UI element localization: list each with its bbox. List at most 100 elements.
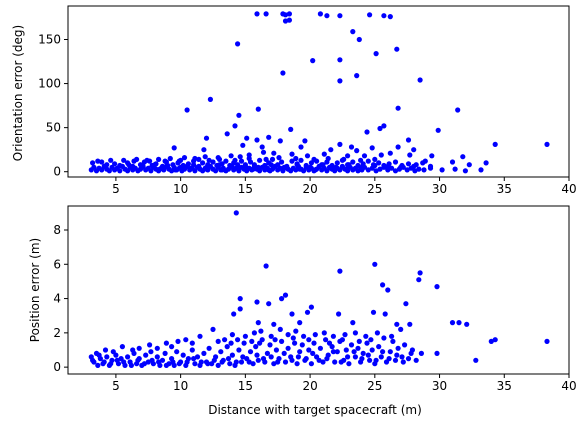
- position-error-data-point: [310, 350, 316, 356]
- orientation-error-x-tick-label: 20: [302, 182, 317, 196]
- orientation-error-data-point: [320, 162, 326, 168]
- orientation-error-data-point: [354, 148, 360, 154]
- orientation-error-data-point: [288, 126, 294, 132]
- position-error-data-point: [343, 347, 349, 353]
- orientation-error-data-point: [131, 158, 137, 164]
- position-error-data-point: [348, 342, 355, 348]
- position-error-data-point: [339, 337, 345, 343]
- position-error-data-point: [363, 333, 369, 339]
- orientation-error-x-tick-label: 40: [561, 182, 576, 196]
- position-error-data-point: [290, 335, 296, 341]
- orientation-error-data-point: [324, 13, 330, 19]
- position-error-data-point: [108, 361, 114, 367]
- position-error-y-tick-label: 8: [53, 223, 61, 237]
- position-error-data-point: [346, 361, 352, 367]
- orientation-error-data-point: [359, 164, 365, 170]
- position-error-data-point: [434, 350, 440, 356]
- orientation-error-data-point: [191, 162, 197, 168]
- orientation-error-data-point: [328, 165, 334, 171]
- position-error-data-point: [250, 361, 256, 367]
- position-error-data-point: [240, 354, 246, 360]
- orientation-error-data-point: [311, 156, 317, 162]
- orientation-error-data-point: [286, 17, 292, 23]
- position-error-data-point: [174, 349, 180, 355]
- orientation-error-data-point: [286, 11, 292, 17]
- orientation-error-data-point: [381, 123, 387, 129]
- position-error-data-point: [416, 277, 422, 283]
- position-error-y-tick-label: 2: [53, 326, 61, 340]
- position-error-data-point: [128, 362, 134, 368]
- orientation-error-data-point: [302, 138, 308, 144]
- position-error-data-point: [242, 333, 248, 339]
- position-error-data-point: [408, 350, 414, 356]
- orientation-error-x-tick-label: 30: [432, 182, 447, 196]
- orientation-error-data-point: [203, 135, 210, 141]
- orientation-error-data-point: [378, 152, 384, 158]
- orientation-error-data-point: [392, 168, 399, 174]
- orientation-error-data-point: [367, 12, 373, 18]
- position-error-data-point: [413, 357, 419, 363]
- position-error-data-point: [289, 311, 295, 317]
- position-error-data-point: [266, 301, 272, 307]
- orientation-error-data-point: [298, 157, 304, 163]
- position-error-x-tick-label: 20: [302, 379, 317, 393]
- position-error-data-point: [289, 357, 295, 363]
- position-error-data-point: [338, 359, 344, 365]
- orientation-error-x-ticks: 5 10 15 20 25 30 35 40: [112, 177, 576, 196]
- orientation-error-data-point: [282, 12, 289, 18]
- position-error-data-point: [372, 261, 378, 267]
- position-error-y-tick-label: 0: [53, 360, 61, 374]
- orientation-error-data-point: [544, 141, 550, 147]
- position-error-data-point: [389, 333, 395, 339]
- position-error-data-point: [394, 352, 400, 358]
- position-error-data-point: [113, 352, 119, 358]
- orientation-error-data-point: [421, 167, 427, 173]
- position-error-data-point: [394, 321, 400, 327]
- orientation-error-data-point: [387, 14, 393, 20]
- orientation-error-data-point: [345, 153, 351, 159]
- position-error-data-point: [297, 349, 303, 355]
- position-error-data-point: [219, 359, 225, 365]
- position-error-data-point: [281, 350, 287, 356]
- orientation-error-data-point: [346, 162, 352, 168]
- position-error-data-point: [334, 349, 340, 355]
- orientation-error-data-point: [202, 154, 208, 160]
- position-error-data-point: [156, 359, 162, 365]
- orientation-error-data-point: [289, 151, 295, 157]
- position-error-data-point: [382, 311, 388, 317]
- orientation-error-data-point: [372, 156, 378, 162]
- position-error-data-point: [175, 338, 181, 344]
- orientation-error-data-point: [224, 131, 230, 137]
- orientation-error-data-point: [377, 125, 383, 132]
- position-error-data-point: [163, 362, 169, 368]
- position-error-data-point: [279, 296, 285, 302]
- position-error-data-point: [282, 292, 289, 298]
- orientation-error-data-point: [325, 155, 331, 162]
- orientation-error-data-point: [321, 151, 327, 157]
- position-error-data-point: [154, 354, 160, 360]
- orientation-error-data-point: [404, 167, 410, 173]
- orientation-error-data-point: [392, 159, 399, 165]
- position-error-data-point: [189, 340, 195, 346]
- orientation-error-data-point: [407, 152, 413, 158]
- orientation-error-data-point: [246, 155, 252, 162]
- position-error-data-point: [90, 357, 96, 363]
- position-error-data-point: [352, 330, 358, 336]
- position-error-data-point: [405, 356, 412, 362]
- orientation-error-data-point: [156, 156, 162, 162]
- position-error-data-point: [324, 356, 330, 362]
- orientation-error-x-tick-label: 10: [173, 182, 188, 196]
- position-error-data-point: [102, 347, 109, 353]
- position-error-axes-frame: [67, 205, 570, 375]
- position-error-data-point: [233, 359, 239, 365]
- position-error-subplot: 5 10 15 20 25 30 35 40 0 2 4 6 8 Position error (m)…: [28, 205, 576, 417]
- position-error-data-point: [257, 340, 263, 346]
- position-error-data-point: [96, 352, 102, 358]
- position-error-data-point: [148, 349, 154, 355]
- position-error-y-ticks: 0 2 4 6 8: [53, 223, 68, 374]
- orientation-error-data-point: [348, 144, 355, 150]
- distance-x-axis-label: Distance with target spacecraft (m): [208, 403, 422, 417]
- position-error-data-point: [183, 337, 189, 343]
